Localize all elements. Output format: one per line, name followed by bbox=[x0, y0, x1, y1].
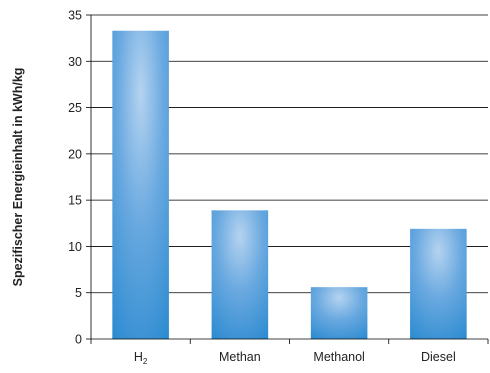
axis-layer bbox=[86, 14, 489, 344]
category-main: Methan bbox=[219, 350, 261, 364]
x-category-label: Methan bbox=[219, 350, 261, 364]
y-tick-label: 20 bbox=[68, 147, 82, 161]
category-main: Diesel bbox=[421, 350, 456, 364]
x-category-label: H2 bbox=[134, 350, 148, 366]
y-tick-label: 0 bbox=[75, 333, 82, 347]
bar-h2 bbox=[112, 30, 169, 339]
x-category-label: Methanol bbox=[313, 350, 364, 364]
y-tick-label: 15 bbox=[68, 194, 82, 208]
label-layer: 0 5 10 15 20 25 30 35 H2 Methan Methanol Diesel bbox=[68, 9, 456, 367]
category-subscript: 2 bbox=[143, 357, 148, 366]
y-tick-label: 5 bbox=[75, 286, 82, 300]
y-tick-label: 10 bbox=[68, 240, 82, 254]
bar-methan bbox=[211, 210, 269, 339]
category-main: H bbox=[134, 350, 143, 364]
category-main: Methanol bbox=[313, 350, 364, 364]
y-tick-label: 25 bbox=[68, 101, 82, 115]
y-axis-label: Spezifischer Energieinhalt in kWh/kg bbox=[11, 68, 25, 287]
y-tick-label: 30 bbox=[68, 55, 82, 69]
bar-layer bbox=[112, 30, 467, 339]
bar-methanol bbox=[310, 287, 368, 339]
bar-diesel bbox=[410, 228, 467, 339]
y-tick-label: 35 bbox=[68, 9, 82, 23]
x-category-label: Diesel bbox=[421, 350, 456, 364]
